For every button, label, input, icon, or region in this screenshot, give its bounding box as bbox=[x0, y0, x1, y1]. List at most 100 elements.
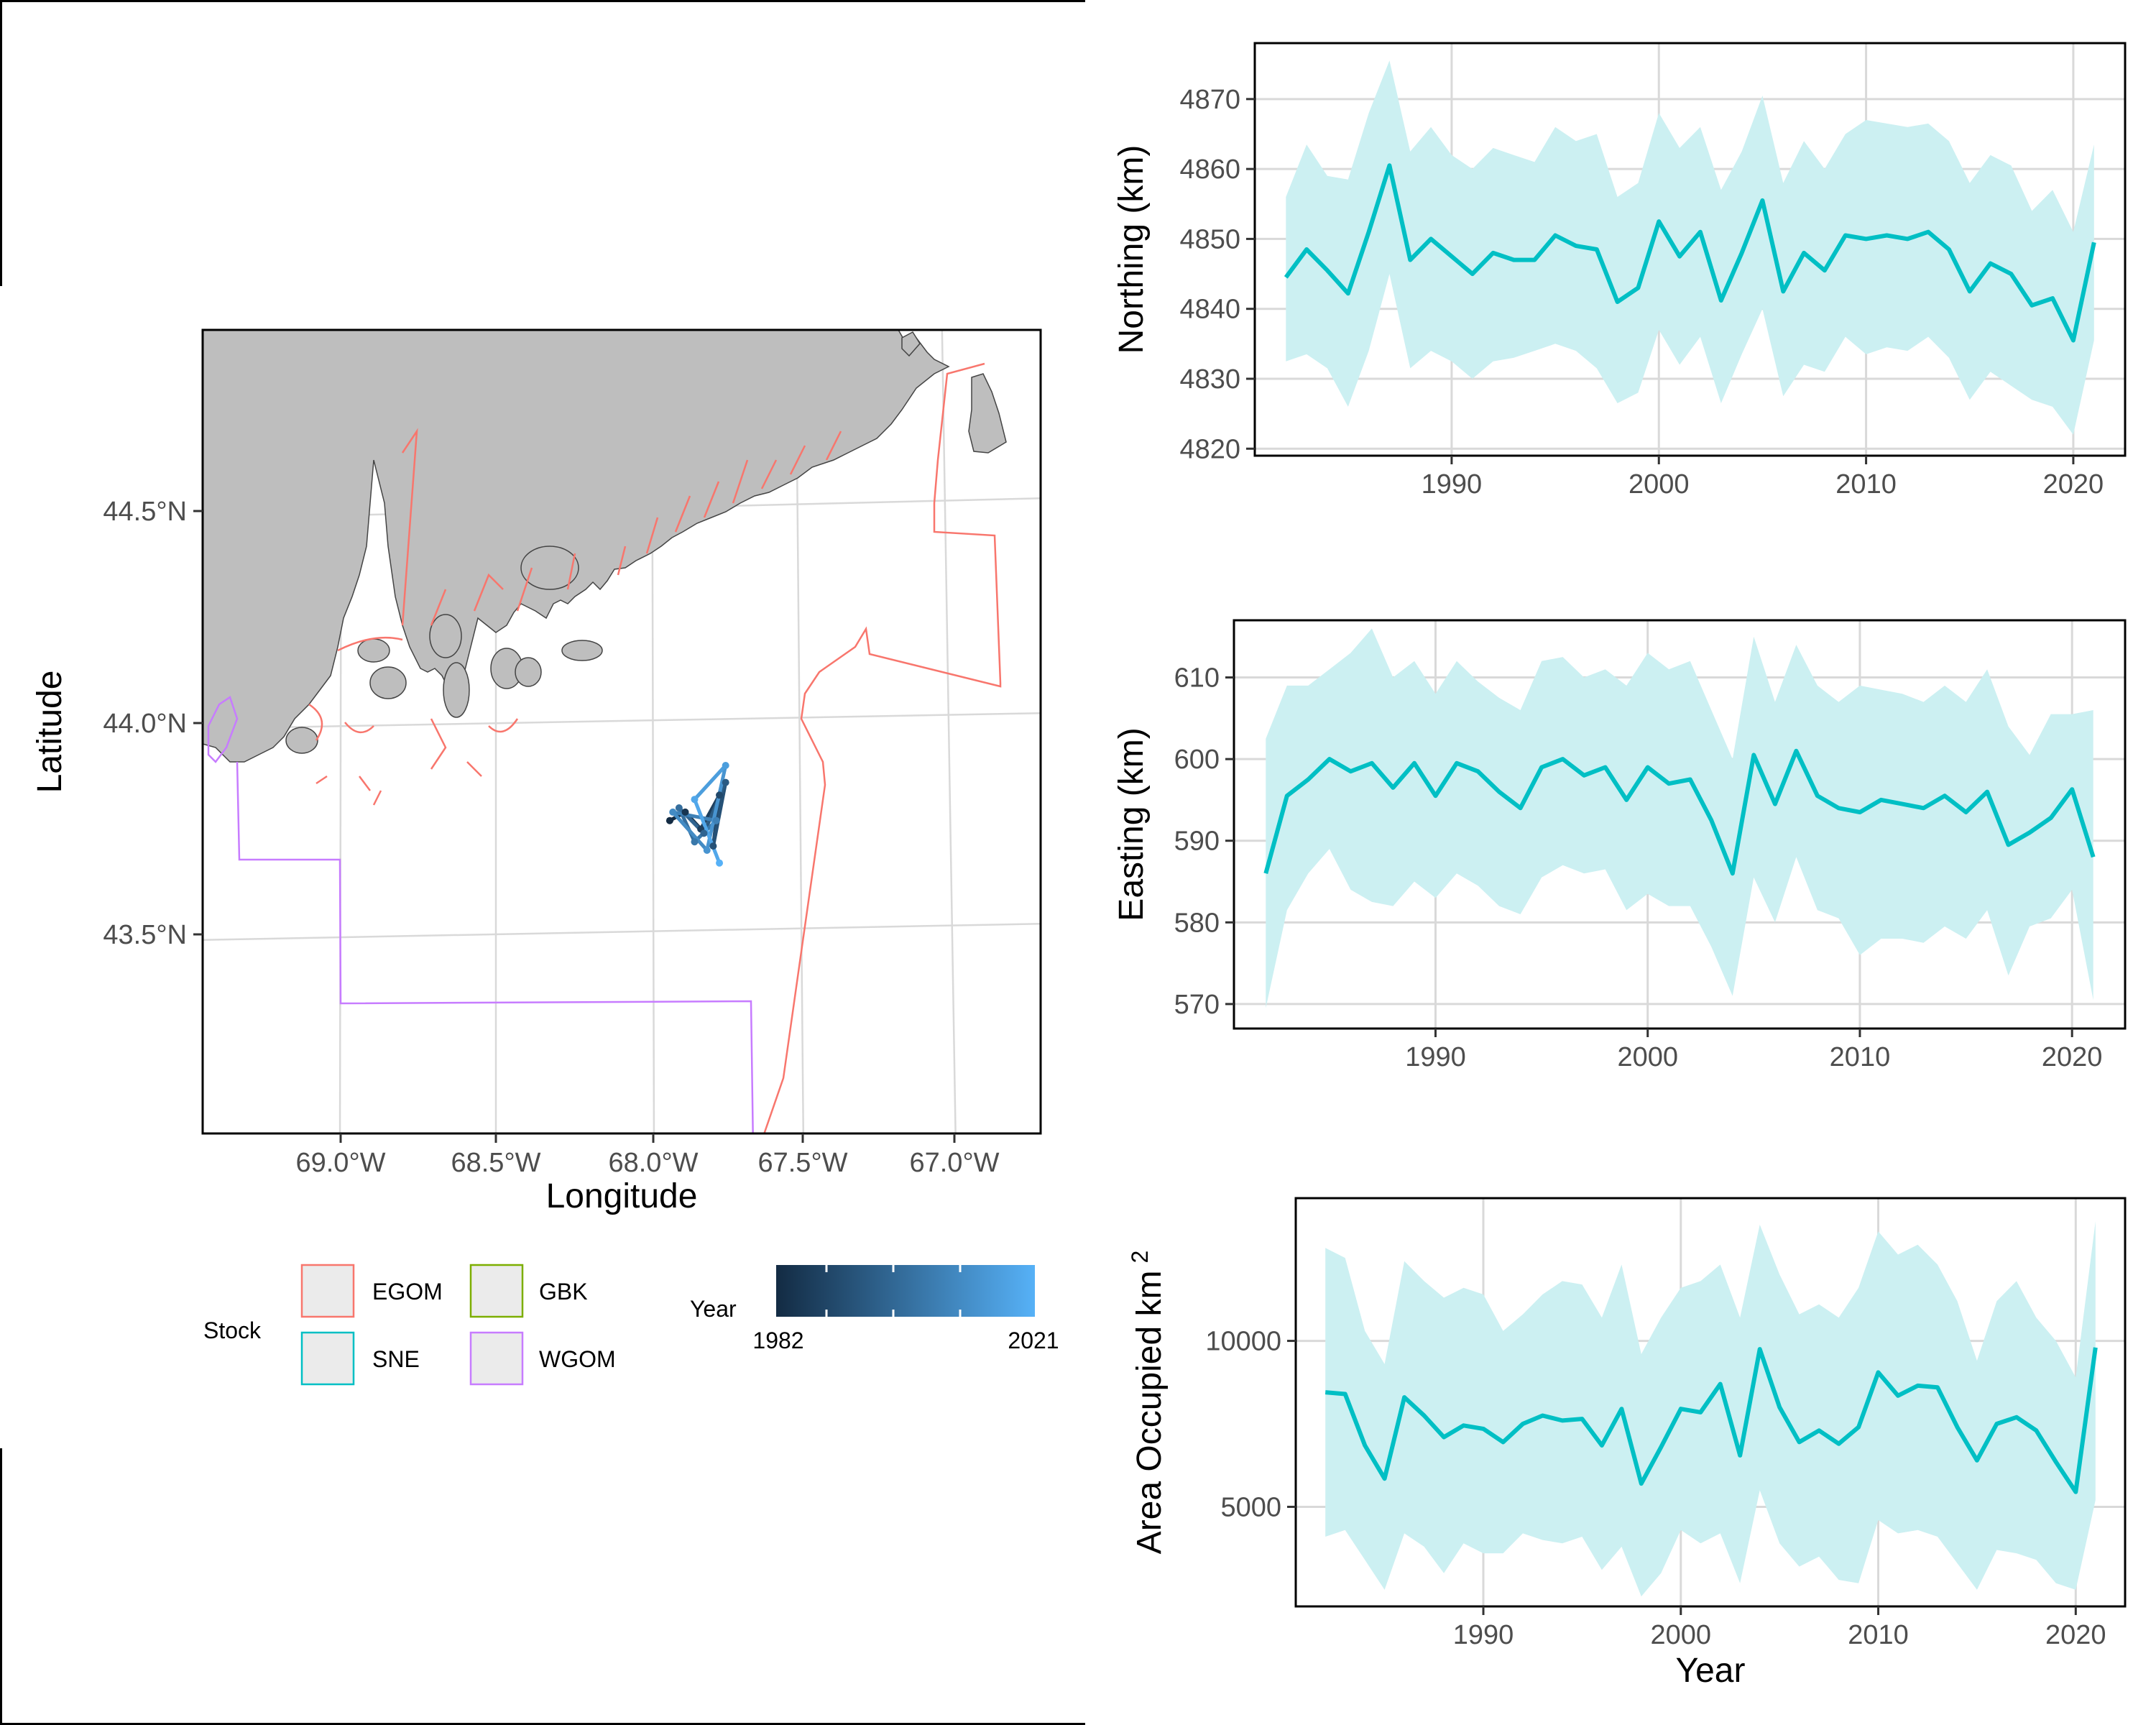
lon-tick-label: 67.5°W bbox=[757, 1148, 847, 1178]
y-tick-label: 600 bbox=[1174, 745, 1220, 775]
year-colorbar bbox=[776, 1265, 1035, 1317]
stock-legend-title: Stock bbox=[203, 1317, 262, 1343]
panel-frame bbox=[1233, 619, 2127, 1030]
panel-frame bbox=[1253, 42, 2127, 457]
lat-tick-label: 44.5°N bbox=[103, 497, 187, 527]
centroid-point bbox=[691, 838, 699, 846]
y-tick-label: 4820 bbox=[1179, 434, 1240, 464]
y-tick-label: 10000 bbox=[1205, 1327, 1281, 1357]
legend-label-egom: EGOM bbox=[372, 1279, 443, 1305]
centroid-point bbox=[665, 816, 673, 824]
wgom-boundary bbox=[207, 696, 754, 1133]
centroid-segment bbox=[693, 799, 722, 864]
x-tick-label: 1990 bbox=[1453, 1620, 1514, 1650]
x-tick-label: 2010 bbox=[1835, 469, 1897, 500]
lon-tick-label: 68.5°W bbox=[451, 1148, 540, 1178]
confidence-band bbox=[1325, 1221, 2096, 1597]
map-frame bbox=[201, 328, 1042, 1135]
y-tick-label: 4860 bbox=[1179, 155, 1240, 185]
x-tick-label: 2020 bbox=[2045, 1620, 2106, 1650]
centroid-point bbox=[709, 842, 717, 850]
centroid-segment bbox=[671, 811, 709, 852]
easting-panel: 1990 2000 2010 2020 570 580 590 600 610 Easting (… bbox=[1112, 619, 2127, 1072]
lon-tick-label: 69.0°W bbox=[295, 1148, 385, 1178]
map-x-axis-title: Longitude bbox=[546, 1177, 698, 1215]
x-tick-label: 2000 bbox=[1617, 1042, 1678, 1072]
map-y-axis-title: Latitude bbox=[31, 671, 69, 794]
y-tick-label: 4830 bbox=[1179, 364, 1240, 395]
y-axis-title: Easting (km) bbox=[1112, 727, 1151, 921]
islands bbox=[285, 331, 1007, 754]
x-tick-label: 2020 bbox=[2043, 469, 2104, 500]
legend-label-sne: SNE bbox=[372, 1346, 420, 1372]
y-tick-label: 590 bbox=[1174, 827, 1220, 857]
y-tick-label: 5000 bbox=[1220, 1492, 1281, 1522]
x-axis-title: Year bbox=[1676, 1652, 1746, 1690]
lon-tick-label: 68.0°W bbox=[608, 1148, 698, 1178]
legend-label-wgom: WGOM bbox=[539, 1346, 616, 1372]
lon-tick-label: 67.0°W bbox=[909, 1148, 999, 1178]
x-tick-label: 2010 bbox=[1848, 1620, 1909, 1650]
map-lon-tick-labels: 69.0°W 68.5°W 68.0°W 67.5°W 67.0°W bbox=[295, 1148, 999, 1178]
egom-boundary bbox=[308, 362, 1002, 1133]
confidence-band bbox=[1266, 628, 2093, 1008]
y-tick-label: 570 bbox=[1174, 990, 1220, 1020]
y-tick-label: 4840 bbox=[1179, 295, 1240, 325]
legend-key-wgom bbox=[469, 1331, 524, 1386]
year-legend: Year 1982 2021 bbox=[690, 1265, 1059, 1353]
legend-item-wgom: WGOM bbox=[469, 1331, 616, 1386]
series-line bbox=[1284, 163, 2096, 343]
y-tick-label: 4850 bbox=[1179, 224, 1240, 254]
year-legend-max: 2021 bbox=[1008, 1328, 1059, 1353]
year-legend-title: Year bbox=[690, 1296, 737, 1322]
series-line bbox=[1263, 748, 2096, 876]
legend-key-gbk bbox=[469, 1264, 524, 1318]
x-tick-label: 2020 bbox=[2042, 1042, 2103, 1072]
centroid-point bbox=[675, 804, 683, 811]
centroid-point bbox=[722, 762, 729, 769]
left-panel-frame bbox=[0, 0, 1085, 1725]
legend-key-egom bbox=[300, 1264, 355, 1318]
x-tick-label: 1990 bbox=[1405, 1042, 1466, 1072]
x-tick-label: 2000 bbox=[1628, 469, 1690, 500]
map-lat-tick-labels: 44.5°N 44.0°N 43.5°N bbox=[103, 497, 187, 950]
legend-label-gbk: GBK bbox=[539, 1279, 588, 1305]
legend-item-sne: SNE bbox=[300, 1331, 420, 1386]
centroid-point bbox=[700, 829, 708, 837]
land-mass bbox=[203, 330, 950, 763]
y-tick-label: 610 bbox=[1174, 663, 1220, 694]
lat-tick-label: 44.0°N bbox=[103, 709, 187, 739]
centroid-point bbox=[716, 859, 724, 867]
map-panel: 69.0°W 68.5°W 68.0°W 67.5°W 67.0°W 44.5°… bbox=[31, 328, 1042, 1215]
centroid-track bbox=[665, 762, 729, 867]
northing-panel: 1990 2000 2010 2020 4820 4830 4840 4850 4860 4870… bbox=[1112, 42, 2127, 500]
year-legend-min: 1982 bbox=[752, 1328, 803, 1353]
centroid-point bbox=[691, 796, 699, 804]
centroid-point bbox=[681, 808, 689, 816]
x-tick-label: 1990 bbox=[1422, 469, 1483, 500]
panel-frame bbox=[1294, 1197, 2127, 1608]
area-panel: 1990 2000 2010 2020 5000 10000 Area Occupied k… bbox=[1127, 1197, 2127, 1690]
centroid-segment bbox=[672, 810, 717, 823]
legend-key-sne bbox=[300, 1331, 355, 1386]
y-axis-title: Northing (km) bbox=[1112, 145, 1151, 354]
x-tick-label: 2000 bbox=[1651, 1620, 1712, 1650]
centroid-point bbox=[712, 816, 720, 824]
centroid-segment bbox=[693, 764, 727, 801]
x-tick-label: 2010 bbox=[1830, 1042, 1891, 1072]
map-axis-ticks bbox=[193, 510, 956, 1143]
centroid-point bbox=[722, 778, 729, 786]
centroid-segment bbox=[711, 782, 728, 847]
stock-legend: Stock EGOM GBK SNE WGOM bbox=[203, 1264, 616, 1386]
centroid-point bbox=[716, 791, 724, 799]
y-axis-title-superscript: 2 bbox=[1127, 1251, 1153, 1264]
centroid-point bbox=[669, 808, 677, 816]
legend-item-gbk: GBK bbox=[469, 1264, 588, 1318]
centroid-point bbox=[703, 847, 711, 854]
y-tick-label: 4870 bbox=[1179, 85, 1240, 115]
y-tick-label: 580 bbox=[1174, 908, 1220, 938]
legend-item-egom: EGOM bbox=[300, 1264, 443, 1318]
confidence-band bbox=[1286, 60, 2094, 435]
lat-tick-label: 43.5°N bbox=[103, 920, 187, 950]
